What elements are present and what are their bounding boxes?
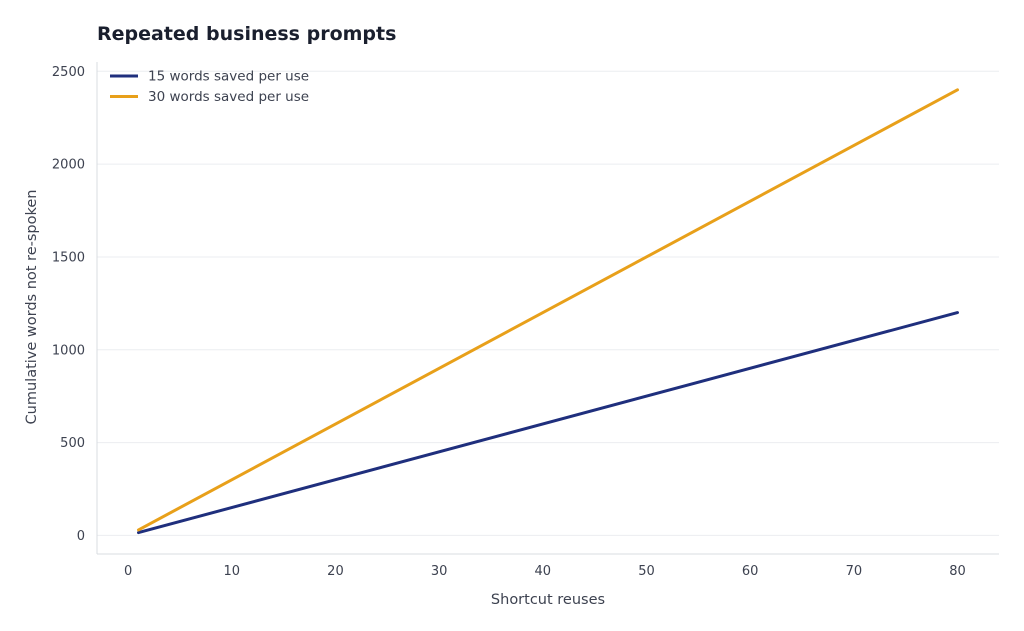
y-tick-label-500: 500 (60, 436, 85, 451)
tick-labels: 0 500 1000 1500 2000 2500 0 10 20 30 40 50 60 70 80 (52, 65, 966, 579)
x-tick-label-80: 80 (949, 564, 966, 579)
y-tick-label-2000: 2000 (52, 158, 85, 173)
y-axis-label: Cumulative words not re-spoken (24, 190, 40, 425)
y-tick-label-0: 0 (77, 529, 85, 544)
y-tick-label-1500: 1500 (52, 250, 85, 265)
axes (96, 62, 999, 555)
chart-title: Repeated business prompts (97, 23, 396, 45)
gridlines (97, 70, 999, 536)
legend-label-1: 15 words saved per use (148, 69, 309, 85)
legend-label-2: 30 words saved per use (148, 89, 309, 105)
x-tick-label-50: 50 (638, 564, 655, 579)
x-tick-label-10: 10 (224, 564, 241, 579)
series-lines (137, 88, 959, 535)
series-line-1 (137, 311, 959, 535)
x-tick-label-40: 40 (535, 564, 552, 579)
y-tick-label-1000: 1000 (52, 343, 85, 358)
series-line-2 (137, 88, 959, 532)
x-axis-label: Shortcut reuses (491, 592, 605, 608)
x-tick-label-0: 0 (124, 564, 132, 579)
x-tick-label-30: 30 (431, 564, 448, 579)
x-tick-label-60: 60 (742, 564, 759, 579)
x-tick-label-20: 20 (327, 564, 344, 579)
x-tick-label-70: 70 (846, 564, 863, 579)
y-tick-label-2500: 2500 (52, 65, 85, 80)
legend: 15 words saved per use 30 words saved per… (110, 69, 309, 105)
